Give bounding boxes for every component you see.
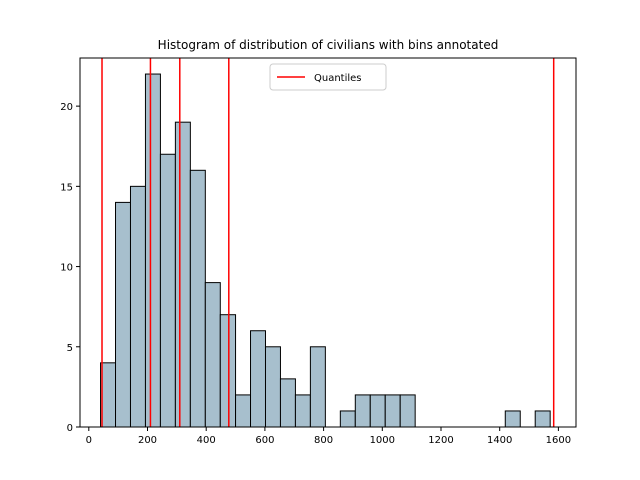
histogram-bar bbox=[235, 394, 252, 428]
histogram-bar bbox=[294, 394, 311, 428]
histogram-bar bbox=[279, 378, 296, 428]
legend-box bbox=[269, 63, 387, 91]
histogram-bar bbox=[204, 282, 221, 428]
histogram-bar bbox=[384, 394, 401, 428]
quantile-lines-layer bbox=[101, 58, 555, 427]
bars-layer bbox=[100, 73, 551, 428]
x-tick-label: 400 bbox=[197, 435, 216, 446]
histogram-bar bbox=[129, 185, 146, 428]
x-tick-label: 200 bbox=[138, 435, 157, 446]
histogram-bar bbox=[159, 153, 176, 428]
histogram-bar bbox=[144, 73, 161, 428]
histogram-bar bbox=[219, 314, 237, 428]
histogram-bar bbox=[264, 346, 281, 428]
histogram-bar bbox=[369, 394, 386, 428]
legend: Quantiles bbox=[269, 63, 387, 91]
x-tick-label: 0 bbox=[86, 435, 92, 446]
chart-title: Histogram of distribution of civilians w… bbox=[158, 38, 499, 52]
histogram-bar bbox=[309, 346, 326, 428]
histogram-bar bbox=[174, 121, 191, 428]
histogram-bar bbox=[100, 362, 117, 428]
histogram-bar bbox=[504, 410, 521, 428]
x-tick-label: 1000 bbox=[370, 435, 395, 446]
x-tick-label: 800 bbox=[314, 435, 333, 446]
histogram-bar bbox=[399, 394, 416, 428]
legend-quantiles-label: Quantiles bbox=[314, 73, 362, 84]
x-tick-label: 1200 bbox=[428, 435, 453, 446]
histogram-bar bbox=[189, 169, 206, 428]
x-tick-label: 600 bbox=[255, 435, 274, 446]
histogram-bar bbox=[339, 410, 356, 428]
histogram-bar bbox=[354, 394, 371, 428]
y-tick-label: 0 bbox=[67, 423, 73, 434]
y-tick-label: 10 bbox=[60, 263, 73, 274]
plot-frame bbox=[79, 57, 577, 428]
x-tick-label: 1400 bbox=[487, 435, 512, 446]
x-tick-label: 1600 bbox=[546, 435, 571, 446]
histogram-bar bbox=[250, 330, 266, 428]
y-tick-label: 20 bbox=[60, 102, 73, 113]
y-tick-label: 5 bbox=[67, 343, 73, 354]
y-tick-label: 15 bbox=[60, 182, 73, 193]
axes-layer: 0 200 400 600 800 1000 1200 1400 1600 0 5 10 15 20 bbox=[60, 57, 577, 446]
histogram-bar bbox=[534, 410, 551, 428]
histogram-bar bbox=[115, 201, 131, 428]
